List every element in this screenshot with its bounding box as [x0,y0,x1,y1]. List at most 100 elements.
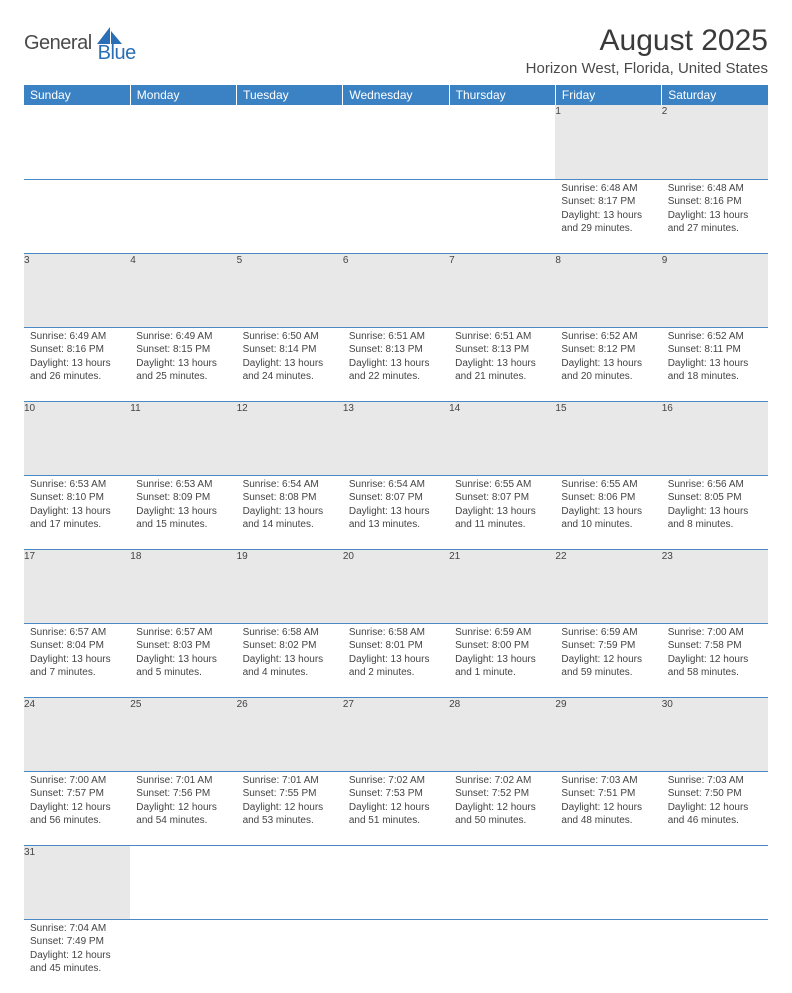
daylight-text: Daylight: 13 hours and 15 minutes. [136,505,230,532]
empty-cell [555,845,661,919]
sunrise-text: Sunrise: 6:48 AM [668,182,762,196]
brand-logo: General Blue [24,32,162,55]
daylight-text: Daylight: 13 hours and 11 minutes. [455,505,549,532]
day-header: Saturday [662,85,768,105]
sunrise-text: Sunrise: 7:01 AM [243,774,337,788]
empty-cell [662,845,768,919]
sunset-text: Sunset: 8:08 PM [243,491,337,505]
sunset-text: Sunset: 8:10 PM [30,491,124,505]
empty-cell [449,105,555,179]
day-number: 9 [662,253,768,327]
empty-cell [449,845,555,919]
empty-cell [555,919,661,993]
day-detail-cell: Sunrise: 6:50 AMSunset: 8:14 PMDaylight:… [237,327,343,401]
day-number: 27 [343,697,449,771]
logo-text-blue: Blue [98,42,136,65]
empty-cell [449,919,555,993]
sunrise-text: Sunrise: 6:51 AM [455,330,549,344]
sunrise-text: Sunrise: 6:55 AM [455,478,549,492]
day-detail-cell: Sunrise: 7:01 AMSunset: 7:55 PMDaylight:… [237,771,343,845]
daylight-text: Daylight: 13 hours and 10 minutes. [561,505,655,532]
day-detail-cell: Sunrise: 7:01 AMSunset: 7:56 PMDaylight:… [130,771,236,845]
daylight-text: Daylight: 13 hours and 26 minutes. [30,357,124,384]
empty-cell [343,179,449,253]
daylight-text: Daylight: 12 hours and 50 minutes. [455,801,549,828]
day-number: 11 [130,401,236,475]
day-number-row: 10111213141516 [24,401,768,475]
day-detail-cell: Sunrise: 7:02 AMSunset: 7:52 PMDaylight:… [449,771,555,845]
daylight-text: Daylight: 13 hours and 18 minutes. [668,357,762,384]
sunset-text: Sunset: 7:58 PM [668,639,762,653]
sunrise-text: Sunrise: 6:54 AM [243,478,337,492]
daylight-text: Daylight: 13 hours and 17 minutes. [30,505,124,532]
empty-cell [130,919,236,993]
sunrise-text: Sunrise: 6:53 AM [136,478,230,492]
empty-cell [24,179,130,253]
empty-cell [237,919,343,993]
day-number-row: 3456789 [24,253,768,327]
sunset-text: Sunset: 8:14 PM [243,343,337,357]
sunset-text: Sunset: 7:49 PM [30,935,124,949]
day-number: 8 [555,253,661,327]
sunset-text: Sunset: 7:50 PM [668,787,762,801]
day-number: 13 [343,401,449,475]
sunrise-text: Sunrise: 6:54 AM [349,478,443,492]
day-detail-row: Sunrise: 6:57 AMSunset: 8:04 PMDaylight:… [24,623,768,697]
sunset-text: Sunset: 8:13 PM [349,343,443,357]
day-detail-cell: Sunrise: 6:51 AMSunset: 8:13 PMDaylight:… [449,327,555,401]
sunrise-text: Sunrise: 6:53 AM [30,478,124,492]
sunset-text: Sunset: 8:07 PM [349,491,443,505]
sunset-text: Sunset: 7:56 PM [136,787,230,801]
sunset-text: Sunset: 8:02 PM [243,639,337,653]
day-detail-cell: Sunrise: 7:02 AMSunset: 7:53 PMDaylight:… [343,771,449,845]
empty-cell [662,919,768,993]
day-header-row: SundayMondayTuesdayWednesdayThursdayFrid… [24,85,768,105]
day-number: 30 [662,697,768,771]
daylight-text: Daylight: 12 hours and 45 minutes. [30,949,124,976]
daylight-text: Daylight: 13 hours and 21 minutes. [455,357,549,384]
sunset-text: Sunset: 8:11 PM [668,343,762,357]
day-detail-cell: Sunrise: 6:49 AMSunset: 8:15 PMDaylight:… [130,327,236,401]
sunset-text: Sunset: 7:59 PM [561,639,655,653]
sunrise-text: Sunrise: 6:55 AM [561,478,655,492]
day-detail-cell: Sunrise: 6:48 AMSunset: 8:17 PMDaylight:… [555,179,661,253]
day-number: 12 [237,401,343,475]
sunset-text: Sunset: 7:52 PM [455,787,549,801]
sunrise-text: Sunrise: 6:50 AM [243,330,337,344]
daylight-text: Daylight: 12 hours and 53 minutes. [243,801,337,828]
day-number-row: 12 [24,105,768,179]
daylight-text: Daylight: 13 hours and 5 minutes. [136,653,230,680]
day-detail-cell: Sunrise: 6:59 AMSunset: 8:00 PMDaylight:… [449,623,555,697]
day-header: Wednesday [343,85,449,105]
empty-cell [130,179,236,253]
day-detail-cell: Sunrise: 7:00 AMSunset: 7:57 PMDaylight:… [24,771,130,845]
day-header: Sunday [24,85,130,105]
daylight-text: Daylight: 12 hours and 48 minutes. [561,801,655,828]
daylight-text: Daylight: 13 hours and 13 minutes. [349,505,443,532]
daylight-text: Daylight: 12 hours and 54 minutes. [136,801,230,828]
day-number: 26 [237,697,343,771]
day-number: 14 [449,401,555,475]
day-number: 4 [130,253,236,327]
day-number: 31 [24,845,130,919]
day-detail-cell: Sunrise: 6:55 AMSunset: 8:07 PMDaylight:… [449,475,555,549]
empty-cell [343,919,449,993]
day-number: 15 [555,401,661,475]
sunset-text: Sunset: 8:16 PM [30,343,124,357]
daylight-text: Daylight: 13 hours and 29 minutes. [561,209,655,236]
sunset-text: Sunset: 7:55 PM [243,787,337,801]
calendar-table: SundayMondayTuesdayWednesdayThursdayFrid… [24,85,768,993]
day-detail-cell: Sunrise: 6:52 AMSunset: 8:12 PMDaylight:… [555,327,661,401]
empty-cell [130,105,236,179]
sunrise-text: Sunrise: 6:48 AM [561,182,655,196]
daylight-text: Daylight: 13 hours and 25 minutes. [136,357,230,384]
sunrise-text: Sunrise: 7:03 AM [668,774,762,788]
day-detail-cell: Sunrise: 6:58 AMSunset: 8:01 PMDaylight:… [343,623,449,697]
sunset-text: Sunset: 7:53 PM [349,787,443,801]
day-detail-row: Sunrise: 6:53 AMSunset: 8:10 PMDaylight:… [24,475,768,549]
daylight-text: Daylight: 13 hours and 8 minutes. [668,505,762,532]
day-number: 25 [130,697,236,771]
day-detail-row: Sunrise: 6:49 AMSunset: 8:16 PMDaylight:… [24,327,768,401]
day-number: 1 [555,105,661,179]
sunrise-text: Sunrise: 6:56 AM [668,478,762,492]
